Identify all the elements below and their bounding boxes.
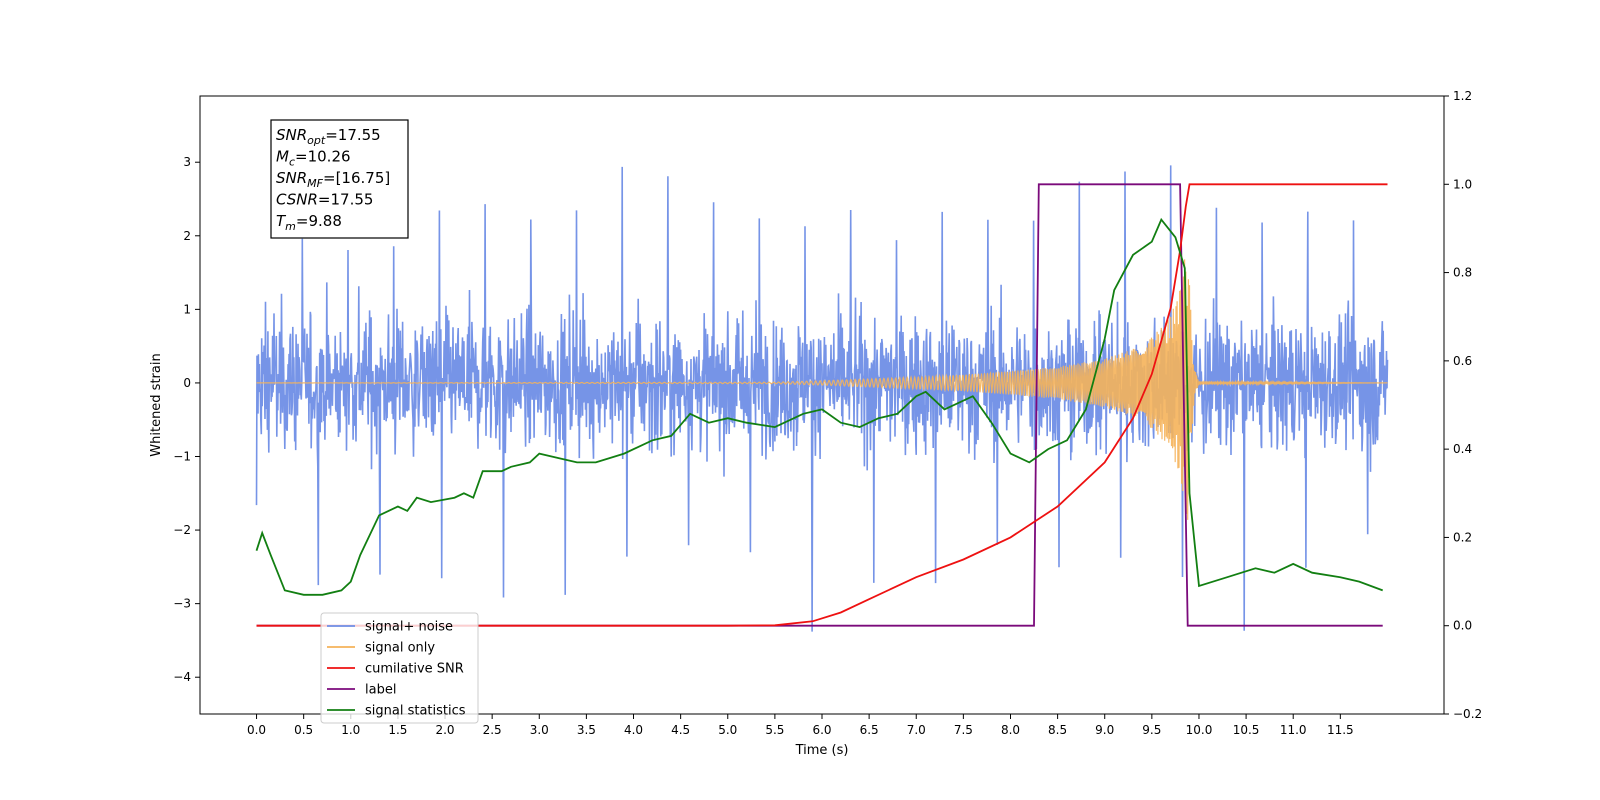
y-tick-label: 2 <box>183 229 191 243</box>
annotation-line: SNRopt=17.55 <box>276 126 381 147</box>
x-tick-label: 4.5 <box>671 723 690 737</box>
x-tick-label: 10.0 <box>1186 723 1213 737</box>
x-tick-label: 1.0 <box>341 723 360 737</box>
y2-tick-label: 1.2 <box>1453 89 1472 103</box>
x-tick-label: 1.5 <box>388 723 407 737</box>
legend: signal+ noise signal only cumilative SNR la… <box>320 612 479 724</box>
y2-tick-label: 0.2 <box>1453 530 1472 544</box>
annotation-frame <box>270 119 409 239</box>
x-tick-label: 3.0 <box>530 723 549 737</box>
x-tick-label: 7.5 <box>954 723 973 737</box>
y-tick-label: 3 <box>183 155 191 169</box>
x-tick-label: 0.5 <box>294 723 313 737</box>
y2-tick-label: −0.2 <box>1453 707 1482 721</box>
legend-item: signal statistics <box>365 704 466 719</box>
y-tick-label: 1 <box>183 302 191 316</box>
series-signal-noise-line <box>255 165 1389 632</box>
y-tick-label: −1 <box>173 450 191 464</box>
annotation-line: Mc=10.26 <box>276 148 351 169</box>
x-tick-label: 6.5 <box>860 723 879 737</box>
series-signal-statistics-line <box>255 217 1384 596</box>
x-tick-label: 8.0 <box>1001 723 1020 737</box>
y-tick-label: −2 <box>173 523 191 537</box>
x-axis-label: Time (s) <box>795 743 849 758</box>
y2-tick-label: 0.0 <box>1453 619 1472 633</box>
legend-item: signal only <box>365 641 435 656</box>
y2-tick-label: 0.4 <box>1453 442 1472 456</box>
x-tick-label: 2.0 <box>435 723 454 737</box>
legend-frame <box>320 612 479 724</box>
y-axis-label: Whitened strain <box>149 353 164 456</box>
x-tick-label: 5.0 <box>718 723 737 737</box>
annotation-line: CSNR=17.55 <box>276 191 373 209</box>
series-signal-only-line <box>256 259 1388 520</box>
x-tick-label: 10.5 <box>1233 723 1260 737</box>
annotation-line: SNRMF=[16.75] <box>276 169 390 190</box>
y-tick-label: −3 <box>173 597 191 611</box>
y2-tick-label: 0.8 <box>1453 266 1472 280</box>
x-tick-label: 9.0 <box>1095 723 1114 737</box>
x-tick-label: 4.0 <box>624 723 643 737</box>
x-tick-label: 6.0 <box>812 723 831 737</box>
series-cumulative-snr-line <box>256 183 1388 627</box>
x-tick-label: 11.0 <box>1280 723 1307 737</box>
x-axis: 0.0 0.5 1.0 1.5 2.0 2.5 3.0 3.5 4.0 4.5 5.0 5.5 6.0 6… <box>247 714 1354 737</box>
legend-item: cumilative SNR <box>365 662 464 677</box>
x-tick-label: 9.5 <box>1142 723 1161 737</box>
y-axis: −4 −3 −2 −1 0 1 2 3 <box>173 155 200 684</box>
y-tick-label: −4 <box>173 670 191 684</box>
series-label-line <box>256 183 1383 627</box>
y2-tick-label: 1.0 <box>1453 177 1472 191</box>
legend-item: signal+ noise <box>365 620 453 635</box>
x-tick-label: 5.5 <box>765 723 784 737</box>
annotation-box: SNRopt=17.55Mc=10.26SNRMF=[16.75]CSNR=17… <box>270 119 409 239</box>
annotation-line: Tm=9.88 <box>276 212 342 233</box>
x-tick-label: 0.0 <box>247 723 266 737</box>
x-tick-label: 2.5 <box>483 723 502 737</box>
x-tick-label: 11.5 <box>1327 723 1354 737</box>
y2-tick-label: 0.6 <box>1453 354 1472 368</box>
x-tick-label: 8.5 <box>1048 723 1067 737</box>
y2-axis: −0.2 0.0 0.2 0.4 0.6 0.8 1.0 1.2 <box>1444 89 1482 721</box>
plot-area <box>255 165 1389 632</box>
x-tick-label: 3.5 <box>577 723 596 737</box>
legend-item: label <box>365 683 396 698</box>
x-tick-label: 7.0 <box>907 723 926 737</box>
y-tick-label: 0 <box>183 376 191 390</box>
